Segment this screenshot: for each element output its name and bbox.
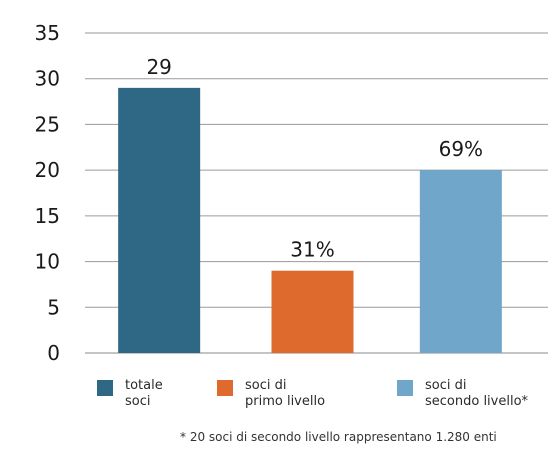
footnote: * 20 soci di secondo livello rappresenta… <box>180 430 497 444</box>
y-tick-label: 20 <box>35 158 60 182</box>
y-tick-label: 25 <box>35 112 60 136</box>
data-labels: 29 31% 69% <box>146 55 483 262</box>
y-axis-ticks: 0 5 10 15 20 25 30 35 <box>35 21 60 365</box>
bar <box>118 87 201 353</box>
legend-label: totale soci <box>125 378 163 409</box>
y-tick-label: 35 <box>35 21 60 45</box>
legend-swatch <box>217 380 233 396</box>
legend-label: soci di primo livello <box>245 378 326 409</box>
legend-item-totale-soci: totale soci <box>97 378 163 410</box>
y-tick-label: 5 <box>47 295 60 319</box>
bar <box>271 270 354 353</box>
y-tick-label: 0 <box>47 341 60 365</box>
legend-item-soci-secondo-livello: soci di secondo livello* <box>397 378 528 410</box>
bars <box>118 87 502 353</box>
legend: totale soci soci di primo livello soci d… <box>0 378 557 428</box>
bar <box>419 170 502 353</box>
legend-item-soci-primo-livello: soci di primo livello <box>217 378 325 410</box>
data-label: 31% <box>290 238 334 262</box>
y-tick-label: 30 <box>35 67 60 91</box>
legend-label: soci di secondo livello* <box>425 378 529 409</box>
data-label: 69% <box>439 137 483 161</box>
y-tick-label: 15 <box>35 204 60 228</box>
y-tick-label: 10 <box>35 250 60 274</box>
legend-swatch <box>97 380 113 396</box>
data-label: 29 <box>146 55 171 79</box>
legend-swatch <box>397 380 413 396</box>
